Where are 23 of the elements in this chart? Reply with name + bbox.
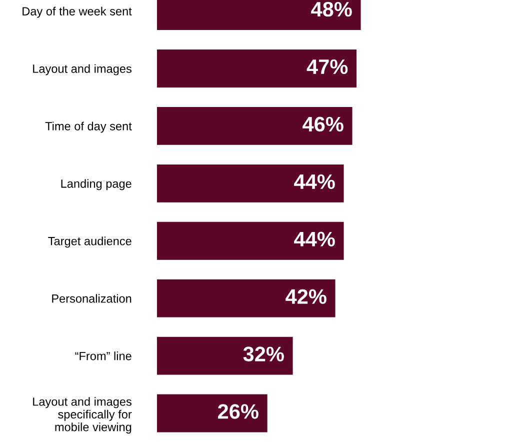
data-label: 48%	[311, 2, 352, 17]
bar	[156, 164, 344, 202]
bar	[156, 394, 268, 432]
y-tick-label: Layout and images	[33, 64, 132, 76]
y-tick-label: Target audience	[48, 236, 132, 248]
data-label: 26%	[218, 404, 258, 419]
data-label: 42%	[286, 289, 326, 304]
data-label: 44%	[294, 232, 335, 246]
data-label: 44%	[294, 174, 335, 189]
bar	[156, 107, 352, 145]
y-tick-label: Day of the week sent	[22, 6, 132, 18]
bar	[156, 222, 344, 260]
y-tick-label: Time of day sent	[45, 122, 132, 133]
bar	[156, 336, 293, 375]
y-tick-label: Landing page	[61, 179, 132, 190]
data-label: 46%	[302, 116, 344, 132]
y-tick-label: “From” line	[75, 352, 132, 360]
bar	[156, 50, 357, 88]
y-tick-label: Personalization	[52, 294, 132, 303]
data-label: 32%	[243, 346, 284, 362]
data-label: 47%	[306, 59, 348, 74]
bar	[156, 279, 336, 318]
y-tick-label: Layout and images specifically for mobile viewing	[33, 397, 132, 434]
